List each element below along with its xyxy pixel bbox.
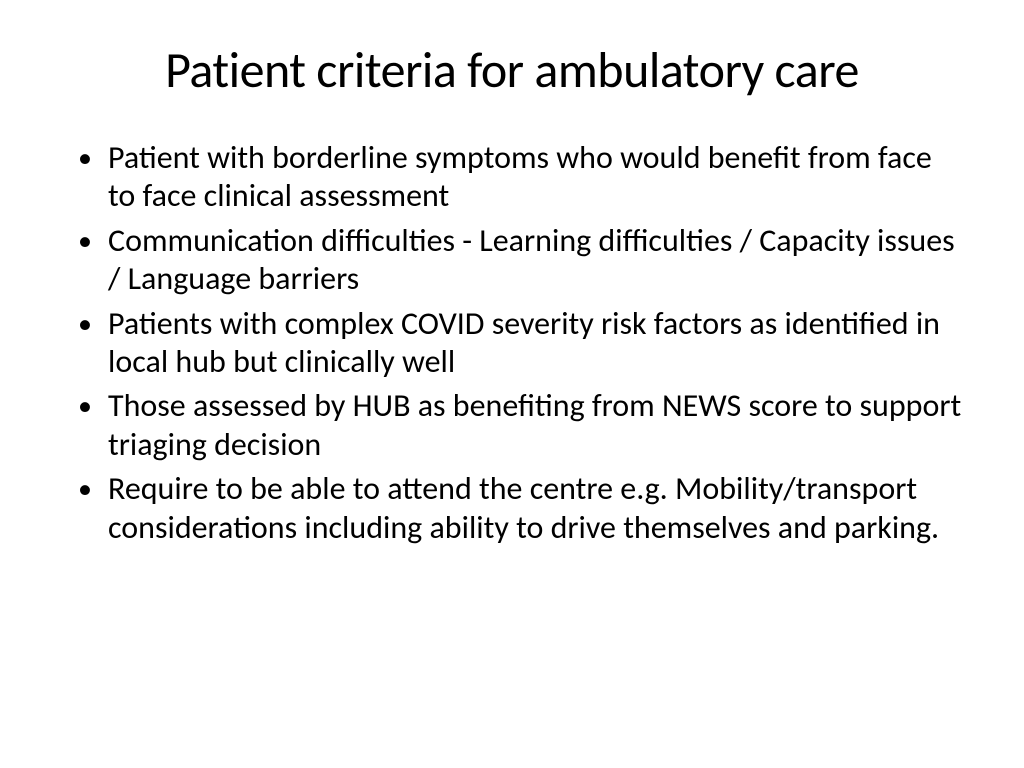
slide-title: Patient criteria for ambulatory care xyxy=(60,40,964,101)
list-item: Require to be able to attend the centre … xyxy=(108,470,964,547)
bullet-list: Patient with borderline symptoms who wou… xyxy=(60,139,964,547)
list-item: Those assessed by HUB as benefiting from… xyxy=(108,387,964,464)
list-item: Patient with borderline symptoms who wou… xyxy=(108,139,964,216)
list-item: Patients with complex COVID severity ris… xyxy=(108,305,964,382)
list-item: Communication difficulties - Learning di… xyxy=(108,222,964,299)
slide-container: Patient criteria for ambulatory care Pat… xyxy=(0,0,1024,768)
